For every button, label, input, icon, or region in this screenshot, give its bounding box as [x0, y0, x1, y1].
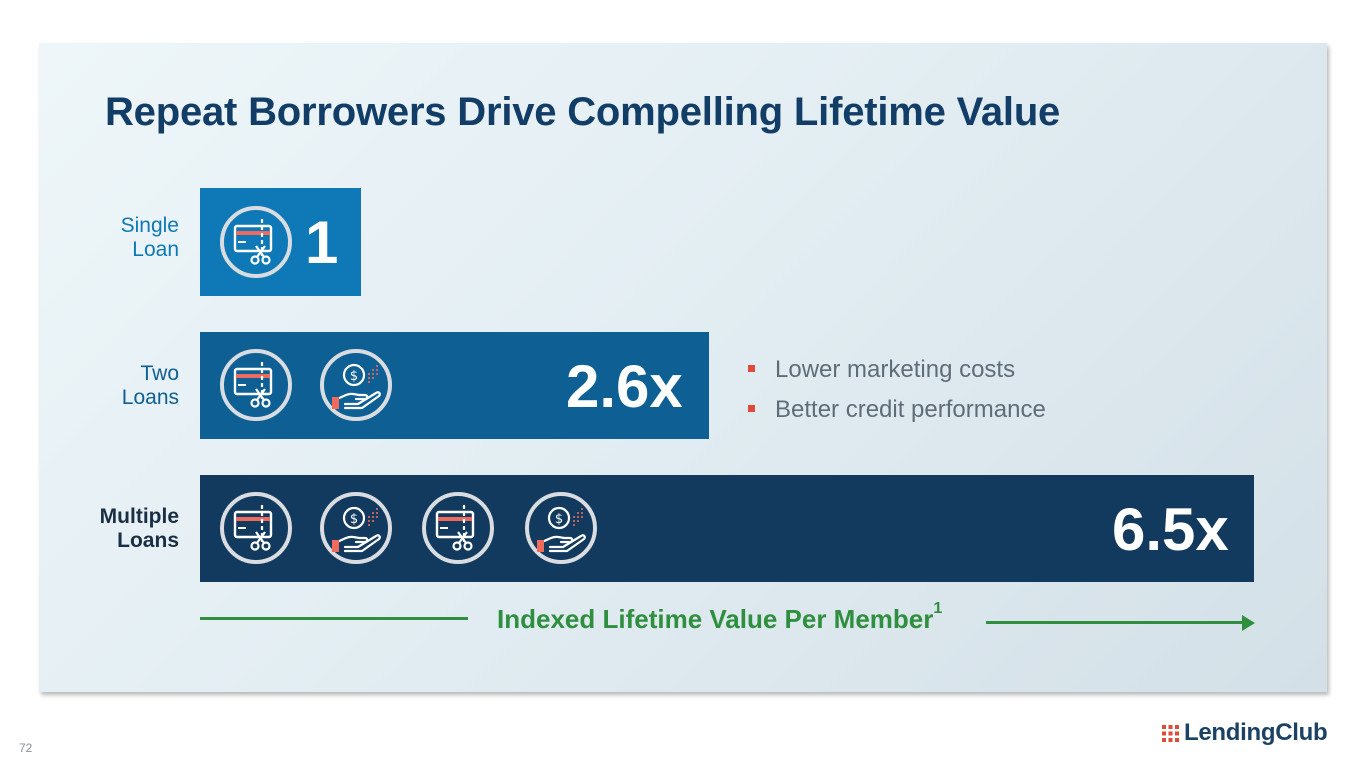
logo-text: LendingClub	[1184, 719, 1328, 746]
benefits-list: Lower marketing costs Better credit perf…	[748, 350, 1046, 430]
hand-dollar-icon	[318, 490, 394, 566]
hand-dollar-icon	[523, 490, 599, 566]
bar-value-label: 2.6x	[566, 353, 683, 420]
row-label-two: Two Loans	[39, 362, 179, 410]
row-label-line: Single	[120, 214, 179, 237]
row-label-line: Multiple	[99, 505, 179, 528]
footnote-marker: 1	[933, 600, 943, 617]
row-label-line: Two	[140, 362, 179, 385]
page-number: 72	[19, 741, 33, 755]
bar-single-loan	[200, 188, 361, 296]
row-label-line: Loans	[117, 529, 179, 552]
axis-label: Indexed Lifetime Value Per Member1	[497, 600, 942, 635]
slide-title: Repeat Borrowers Drive Compelling Lifeti…	[105, 90, 1061, 134]
bar-value-label: 6.5x	[1112, 496, 1229, 563]
axis-label-text: Indexed Lifetime Value Per Member	[497, 604, 934, 634]
logo-grid-icon	[1162, 725, 1179, 742]
bar-two-loans	[200, 332, 709, 439]
row-label-single: Single Loan	[39, 214, 179, 262]
credit-card-scissors-icon	[218, 490, 294, 566]
list-item: Lower marketing costs	[748, 350, 1046, 390]
arrow-right-icon	[1242, 615, 1255, 631]
hand-dollar-icon	[318, 347, 394, 423]
row-label-line: Loans	[121, 386, 179, 409]
bar-multiple-loans	[200, 475, 1254, 582]
axis-line-left	[200, 617, 468, 620]
row-label-multiple: Multiple Loans	[39, 505, 179, 553]
credit-card-scissors-icon	[218, 347, 294, 423]
list-item: Better credit performance	[748, 390, 1046, 430]
credit-card-scissors-icon	[420, 490, 496, 566]
axis-line-right	[986, 621, 1244, 624]
bullet-text: Better credit performance	[775, 396, 1046, 423]
bullet-marker	[748, 405, 755, 412]
credit-card-scissors-icon	[218, 204, 294, 280]
bullet-text: Lower marketing costs	[775, 356, 1016, 383]
bar-value-label: 1	[305, 209, 339, 276]
bullet-marker	[748, 365, 755, 372]
row-label-line: Loan	[132, 238, 179, 261]
